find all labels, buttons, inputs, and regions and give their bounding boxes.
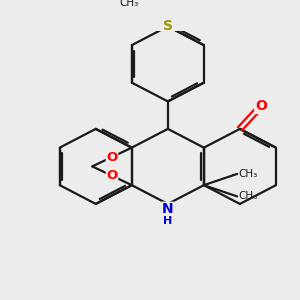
Text: S: S [163,20,173,33]
Text: CH₃: CH₃ [119,0,138,8]
Text: O: O [106,169,118,182]
Text: O: O [255,99,267,113]
Text: H: H [163,216,172,226]
Text: CH₃: CH₃ [238,169,258,179]
Text: O: O [106,151,118,164]
Text: CH₃: CH₃ [238,191,258,201]
Text: N: N [162,202,174,216]
